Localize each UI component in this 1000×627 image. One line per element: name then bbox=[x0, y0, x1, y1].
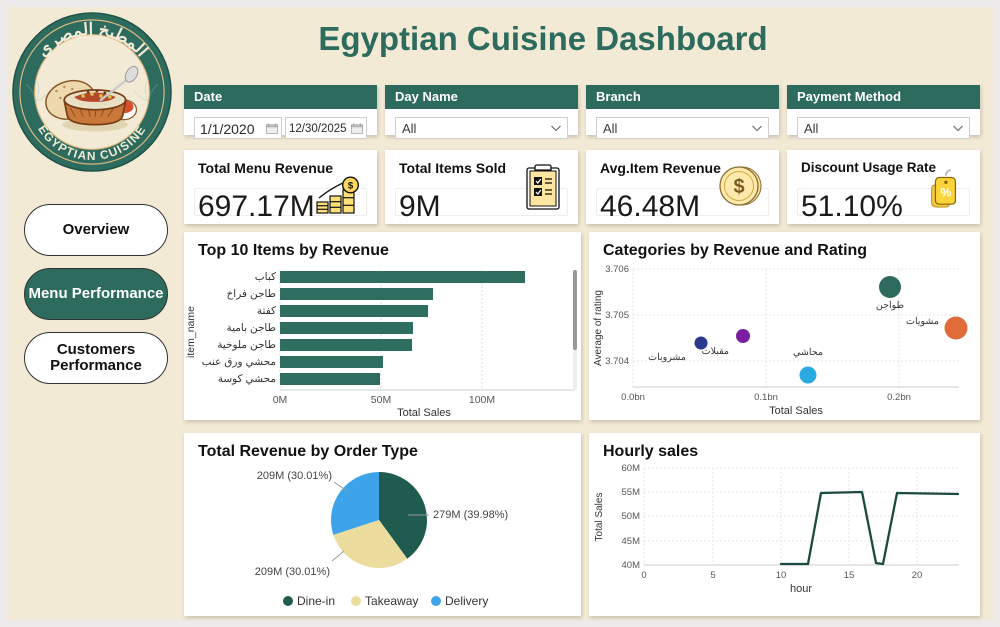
svg-text:Delivery: Delivery bbox=[445, 594, 488, 608]
svg-text:كباب: كباب bbox=[255, 271, 277, 283]
svg-text:Average of rating: Average of rating bbox=[593, 290, 604, 366]
svg-text:3.704: 3.704 bbox=[605, 356, 629, 367]
svg-text:محشي ورق عنب: محشي ورق عنب bbox=[202, 356, 277, 368]
svg-text:20: 20 bbox=[912, 570, 923, 581]
svg-text:مشويات: مشويات bbox=[906, 316, 939, 327]
svg-text:hour: hour bbox=[790, 583, 812, 595]
svg-text:50M: 50M bbox=[622, 511, 641, 522]
svg-text:60M: 60M bbox=[622, 463, 641, 474]
svg-text:Dine-in: Dine-in bbox=[297, 594, 335, 608]
svg-text:55M: 55M bbox=[622, 487, 641, 498]
svg-text:0.2bn: 0.2bn bbox=[887, 392, 911, 403]
svg-text:مشروبات: مشروبات bbox=[648, 352, 686, 363]
svg-text:Total Sales: Total Sales bbox=[397, 407, 451, 419]
svg-text:50M: 50M bbox=[371, 394, 391, 406]
svg-text:$: $ bbox=[348, 180, 354, 191]
svg-text:15: 15 bbox=[844, 570, 855, 581]
svg-text:209M (30.01%): 209M (30.01%) bbox=[257, 470, 332, 482]
svg-text:3.705: 3.705 bbox=[605, 310, 629, 321]
svg-text:طاجن بامية: طاجن بامية bbox=[226, 322, 276, 334]
svg-text:محاشي: محاشي bbox=[793, 347, 823, 358]
svg-text:0M: 0M bbox=[273, 394, 288, 406]
svg-text:طاجن فراخ: طاجن فراخ bbox=[227, 288, 277, 300]
svg-text:$: $ bbox=[733, 176, 744, 198]
svg-text:كفتة: كفتة bbox=[257, 305, 277, 317]
svg-text:طواجن: طواجن bbox=[876, 300, 905, 311]
svg-text:طاجن ملوخية: طاجن ملوخية bbox=[217, 339, 276, 351]
svg-text:10: 10 bbox=[776, 570, 787, 581]
svg-text:0: 0 bbox=[641, 570, 646, 581]
svg-text:مقبلات: مقبلات bbox=[702, 346, 729, 357]
svg-text:0.1bn: 0.1bn bbox=[754, 392, 778, 403]
svg-text:3.706: 3.706 bbox=[605, 264, 629, 275]
svg-text:100M: 100M bbox=[469, 394, 495, 406]
svg-text:45M: 45M bbox=[622, 536, 641, 547]
svg-text:Takeaway: Takeaway bbox=[365, 594, 418, 608]
svg-text:0.0bn: 0.0bn bbox=[621, 392, 645, 403]
svg-text:5: 5 bbox=[710, 570, 715, 581]
svg-text:Total Sales: Total Sales bbox=[594, 493, 605, 542]
svg-text:40M: 40M bbox=[622, 560, 641, 571]
svg-text:محشي كوسة: محشي كوسة bbox=[218, 373, 277, 385]
svg-text:Total Sales: Total Sales bbox=[769, 405, 823, 417]
svg-text:209M (30.01%): 209M (30.01%) bbox=[255, 566, 330, 578]
svg-text:279M (39.98%): 279M (39.98%) bbox=[433, 509, 508, 521]
svg-text:%: % bbox=[940, 186, 951, 200]
svg-text:item_name: item_name bbox=[185, 306, 197, 358]
